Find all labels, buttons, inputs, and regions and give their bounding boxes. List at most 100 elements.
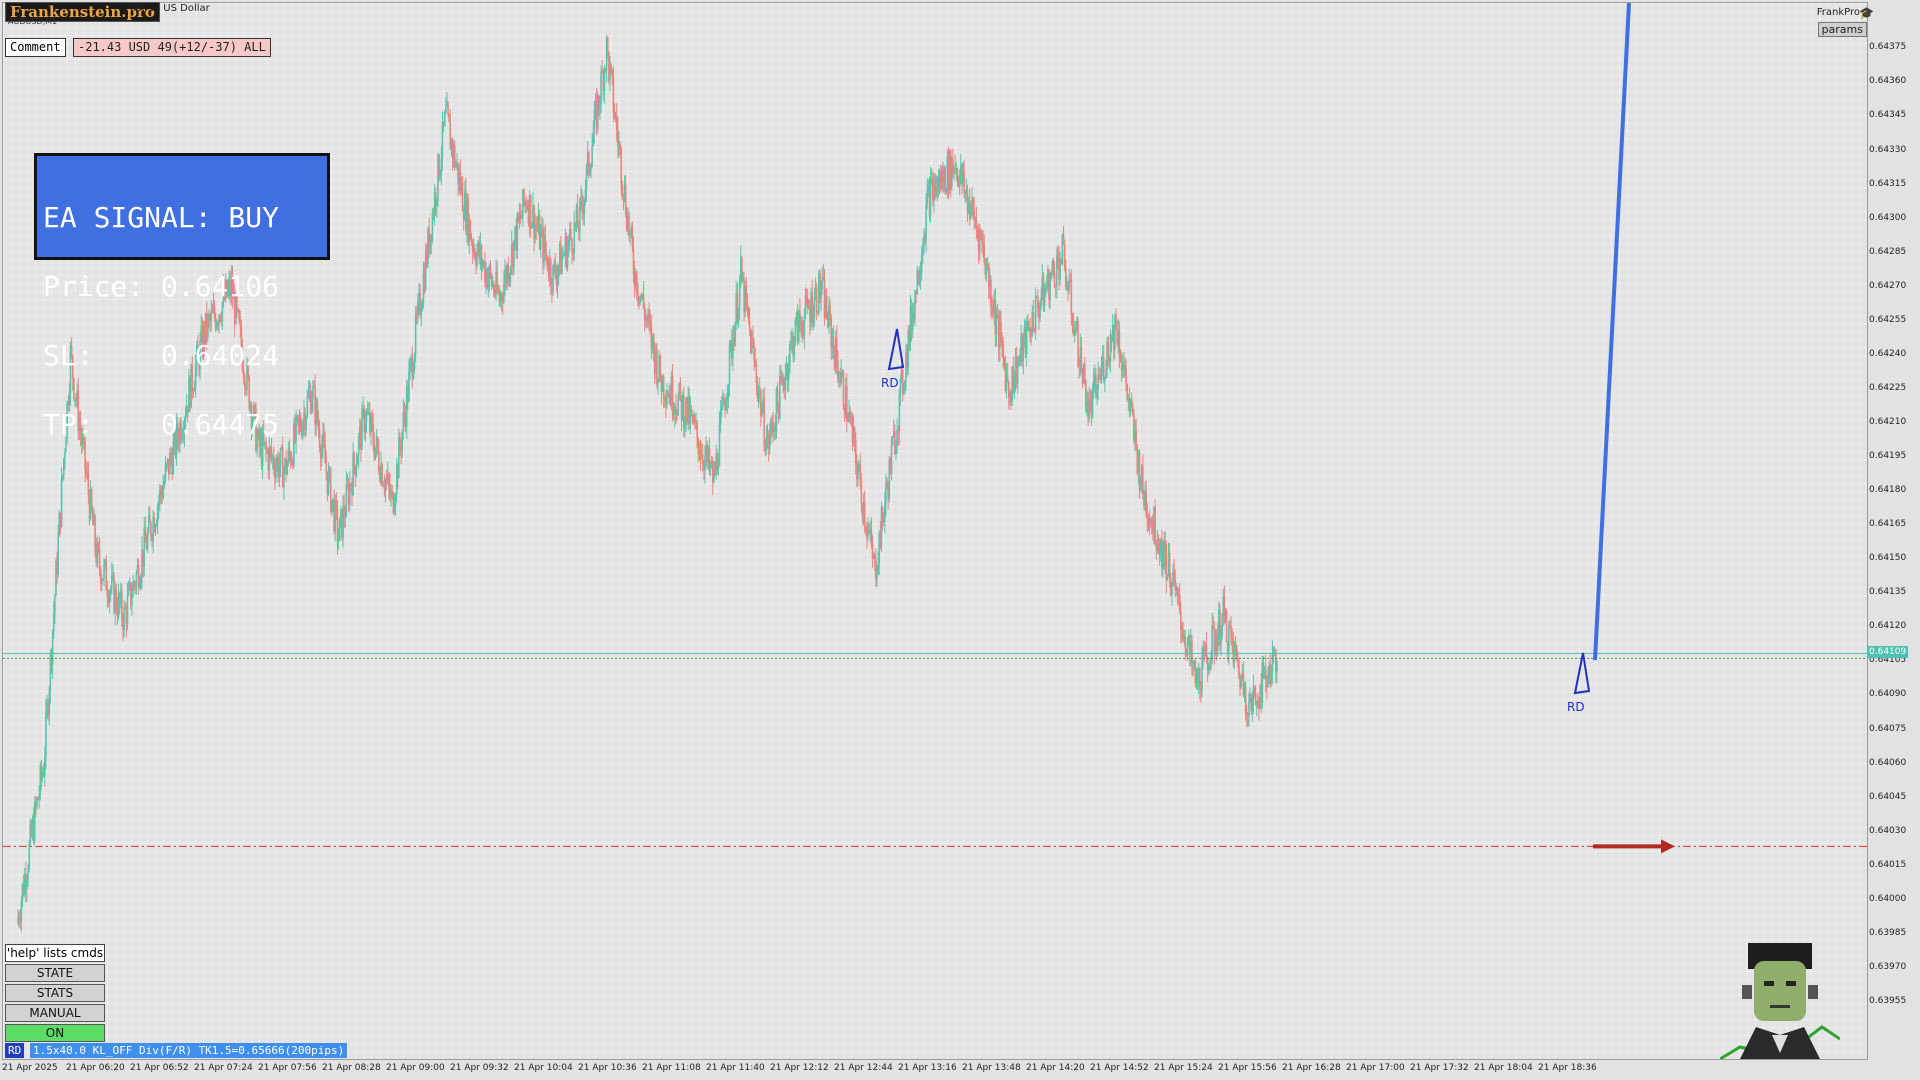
candle-body (820, 289, 822, 299)
candle-body (480, 245, 483, 267)
candle-body (35, 801, 37, 807)
candle-body (313, 386, 315, 388)
candle-body (452, 145, 455, 159)
candle-body (1034, 297, 1037, 331)
signal-price: Price: 0.64106 (43, 270, 280, 303)
candle-body (668, 392, 671, 398)
candle-body (329, 469, 332, 513)
candle-body (850, 417, 853, 420)
candle-body (69, 346, 72, 394)
manual-button[interactable]: MANUAL (5, 1004, 105, 1022)
candle-body (443, 112, 446, 126)
candle-body (803, 315, 806, 337)
candle-body (985, 267, 988, 275)
candle-body (419, 292, 421, 316)
candle-body (676, 412, 678, 415)
state-button[interactable]: STATE (5, 964, 105, 982)
candle-body (728, 343, 731, 385)
candle-body (997, 314, 1000, 349)
on-button[interactable]: ON (5, 1024, 105, 1042)
time-axis-label: 21 Apr 15:56 (1218, 1063, 1277, 1073)
time-axis-label: 21 Apr 16:28 (1282, 1063, 1341, 1073)
price-axis-label: 0.64345 (1869, 110, 1907, 121)
candle-body (50, 652, 53, 666)
signal-sl: SL: 0.64024 (43, 339, 280, 372)
candle-body (1125, 368, 1127, 384)
candle-body (214, 317, 217, 329)
candle-body (341, 509, 343, 539)
candle-body (201, 326, 204, 355)
candle-body (610, 64, 612, 69)
candle-body (604, 68, 607, 71)
candle-body (714, 468, 716, 475)
candle-body (353, 453, 356, 467)
graduation-cap-icon[interactable]: 🎓 (1859, 6, 1874, 20)
status-rd-badge: RD (5, 1043, 25, 1058)
candle-body (1127, 398, 1130, 400)
candle-body (364, 422, 367, 433)
time-axis-label: 21 Apr 18:36 (1538, 1063, 1597, 1073)
candle-body (31, 819, 34, 836)
candle-body (460, 182, 463, 191)
candle-body (1182, 630, 1184, 639)
candle-body (1043, 288, 1046, 307)
candle-body (1164, 544, 1166, 567)
candle-body (1261, 662, 1264, 703)
candle-body (1267, 674, 1269, 687)
candle-body (974, 219, 977, 221)
candle-body (916, 270, 919, 295)
candle-body (821, 277, 824, 290)
candle-body (1207, 665, 1210, 671)
candle-body (236, 294, 238, 310)
candle-body (1148, 519, 1151, 526)
stats-button[interactable]: STATS (5, 984, 105, 1002)
candle-body (1158, 550, 1161, 556)
candle-body (1242, 673, 1245, 696)
candle-body (1120, 361, 1123, 370)
candle-body (944, 167, 946, 190)
candle-body (1035, 296, 1038, 298)
candle-body (1163, 541, 1165, 567)
candle-body (366, 411, 369, 414)
candle-body (286, 463, 289, 475)
candle-body (1202, 647, 1204, 657)
candle-body (830, 317, 832, 348)
candle-body (304, 412, 306, 430)
candle-body (1091, 387, 1094, 417)
candle-body (447, 103, 449, 115)
candle-body (359, 426, 361, 437)
candle-body (453, 145, 456, 167)
candle-body (22, 883, 25, 895)
candle-body (1044, 287, 1047, 289)
candle-body (322, 433, 324, 447)
candle-body (1064, 267, 1067, 288)
candle-body (723, 396, 725, 404)
candle-body (285, 458, 287, 475)
candle-body (362, 408, 364, 410)
candle-body (281, 447, 284, 488)
candle-body (308, 391, 311, 395)
candle-body (642, 294, 645, 308)
candle-body (945, 189, 948, 192)
time-axis-label: 21 Apr 18:04 (1474, 1063, 1533, 1073)
time-axis-label: 21 Apr 11:08 (642, 1063, 701, 1073)
candle-body (277, 457, 280, 478)
candle-body (456, 162, 458, 165)
price-axis-label: 0.64045 (1869, 791, 1907, 802)
candle-body (355, 464, 358, 476)
candle-body (929, 178, 932, 216)
rd-label: RD (881, 376, 899, 390)
candle-body (389, 485, 391, 498)
candle-body (630, 227, 633, 232)
price-chart[interactable]: RD RD (3, 3, 1867, 1059)
candle-body (326, 471, 329, 494)
candle-body (302, 422, 304, 437)
candle-body (174, 427, 177, 455)
candle-body (982, 243, 984, 246)
candle-body (365, 411, 368, 423)
candle-body (228, 279, 230, 288)
candle-body (48, 691, 51, 716)
candle-body (136, 565, 139, 573)
params-button[interactable]: params (1817, 22, 1867, 37)
candle-body (259, 437, 262, 448)
